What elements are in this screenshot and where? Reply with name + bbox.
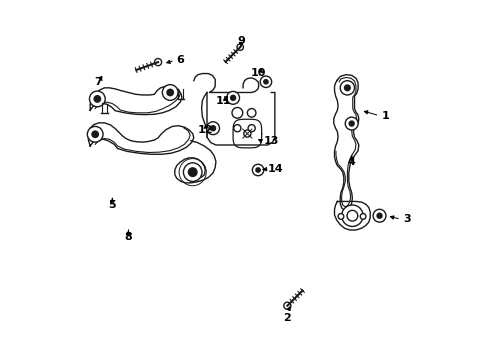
- Circle shape: [260, 76, 271, 87]
- Circle shape: [154, 59, 162, 66]
- Circle shape: [263, 80, 267, 84]
- Circle shape: [231, 108, 242, 118]
- Text: 9: 9: [237, 36, 244, 46]
- Text: 11: 11: [215, 96, 230, 107]
- Circle shape: [247, 125, 255, 132]
- Text: 14: 14: [267, 164, 283, 174]
- Circle shape: [237, 44, 243, 50]
- Circle shape: [348, 121, 353, 126]
- Circle shape: [166, 89, 173, 96]
- Circle shape: [376, 213, 381, 218]
- Text: 10: 10: [250, 68, 266, 78]
- Text: 4: 4: [347, 157, 355, 167]
- Circle shape: [346, 210, 357, 221]
- Circle shape: [92, 131, 98, 138]
- Circle shape: [230, 95, 235, 100]
- Text: 7: 7: [94, 77, 102, 87]
- Text: 3: 3: [403, 214, 410, 224]
- Circle shape: [87, 126, 103, 142]
- Circle shape: [162, 85, 178, 100]
- Circle shape: [360, 213, 365, 219]
- Circle shape: [255, 168, 260, 172]
- Circle shape: [337, 213, 343, 219]
- Circle shape: [344, 85, 349, 91]
- Text: 5: 5: [108, 200, 116, 210]
- Text: 2: 2: [283, 312, 291, 323]
- Text: 8: 8: [124, 232, 132, 242]
- Circle shape: [247, 109, 255, 117]
- Circle shape: [188, 168, 197, 176]
- Circle shape: [233, 125, 241, 132]
- Circle shape: [341, 205, 363, 226]
- Circle shape: [226, 91, 239, 104]
- Circle shape: [94, 96, 101, 102]
- Text: 12: 12: [197, 125, 212, 135]
- Circle shape: [345, 117, 357, 130]
- Circle shape: [210, 126, 215, 131]
- Circle shape: [372, 209, 385, 222]
- Circle shape: [252, 164, 263, 176]
- Text: 13: 13: [264, 136, 279, 147]
- Circle shape: [283, 302, 290, 309]
- Circle shape: [89, 91, 105, 107]
- Circle shape: [244, 130, 250, 137]
- Text: 1: 1: [381, 111, 389, 121]
- Circle shape: [183, 163, 202, 181]
- Circle shape: [340, 81, 354, 95]
- Text: 6: 6: [176, 55, 184, 65]
- Circle shape: [206, 122, 219, 135]
